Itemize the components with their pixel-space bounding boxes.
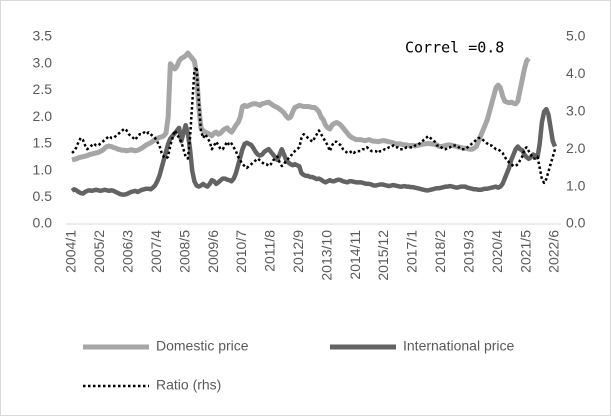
x-tick-label: 2004/1 [63, 230, 79, 273]
x-tick-label: 2008/5 [176, 230, 192, 273]
y-tick-label: 1.5 [33, 135, 53, 151]
y-tick-label: 0.0 [33, 215, 53, 231]
y-tick-label: 3.0 [33, 54, 53, 70]
x-tick-label: 2012/9 [290, 230, 306, 273]
series-line [71, 50, 531, 163]
x-tick-label: 2019/3 [460, 230, 476, 273]
y2-tick-label: 5.0 [566, 28, 586, 44]
y-tick-label: 3.5 [33, 28, 53, 44]
x-tick-label: 2009/6 [205, 230, 221, 273]
x-tick-label: 2011/8 [262, 230, 278, 272]
series-line [71, 65, 557, 185]
x-tick-label: 2020/4 [489, 230, 505, 273]
x-tick-label: 2005/2 [91, 230, 107, 273]
x-tick-label: 2013/10 [318, 230, 334, 281]
x-tick-label: 2010/7 [233, 230, 249, 273]
y-tick-label: 1.0 [33, 161, 53, 177]
x-tick-label: 2021/5 [517, 230, 533, 273]
y-tick-label: 2.5 [33, 81, 53, 97]
x-tick-label: 2007/4 [148, 230, 164, 273]
x-tick-label: 2014/11 [347, 230, 363, 280]
y2-tick-label: 0.0 [566, 215, 586, 231]
x-tick-label: 2022/6 [546, 230, 562, 273]
y-tick-label: 2.0 [33, 108, 53, 124]
series-line [70, 106, 558, 197]
y2-tick-label: 3.0 [566, 103, 586, 119]
y2-tick-label: 2.0 [566, 140, 586, 156]
x-tick-label: 2017/1 [404, 230, 420, 273]
annotation: Correl =0.8 [405, 39, 504, 57]
y2-tick-label: 1.0 [566, 177, 586, 193]
y-tick-label: 0.5 [33, 188, 53, 204]
y2-tick-label: 4.0 [566, 65, 586, 81]
legend-label: Ratio (rhs) [156, 377, 221, 393]
x-tick-label: 2018/2 [432, 230, 448, 273]
legend-label: Domestic price [156, 338, 249, 354]
x-tick-label: 2006/3 [120, 230, 136, 273]
legend-label: International price [403, 338, 515, 354]
x-tick-label: 2015/12 [375, 230, 391, 281]
